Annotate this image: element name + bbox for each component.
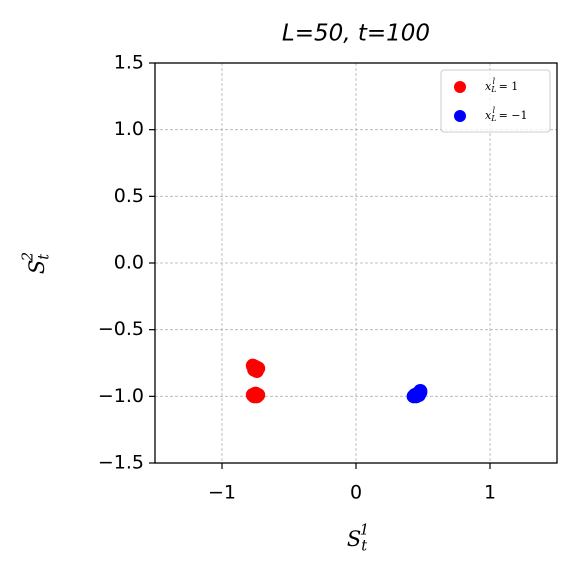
legend-sub: L	[490, 114, 496, 123]
y-tick-label: 0.5	[114, 185, 144, 207]
chart-title: L=50, t=100	[282, 21, 430, 47]
y-tick-label: 0.0	[114, 252, 144, 274]
point	[413, 384, 428, 398]
math-sub: t	[35, 254, 52, 260]
legend-sup: l	[493, 106, 496, 115]
y-tick-label: 1.5	[114, 52, 144, 74]
math-sup: 2	[20, 252, 37, 262]
plot-frame	[154, 62, 558, 464]
math-label: St1	[347, 522, 369, 555]
math-label: St2	[20, 252, 53, 274]
legend-rest: = 1	[495, 80, 518, 93]
legend-rest: = −1	[495, 109, 527, 122]
math-sup: 1	[360, 522, 369, 539]
legend-sup: l	[493, 77, 496, 86]
legend-base: x	[485, 109, 492, 122]
legend-label: xLl = 1	[485, 77, 518, 94]
x-tick-label: −1	[208, 482, 236, 504]
legend-marker	[454, 110, 466, 122]
math-sub: t	[361, 537, 367, 554]
legend-marker	[454, 81, 466, 93]
point	[249, 389, 264, 404]
y-tick-label: 1.0	[114, 118, 144, 140]
legend-base: x	[485, 80, 492, 93]
y-tick-label: −1.5	[98, 452, 144, 474]
legend-sub: L	[490, 85, 496, 94]
x-tick-label: 1	[484, 482, 496, 504]
y-tick-label: −1.0	[98, 385, 144, 407]
y-tick-label: −0.5	[98, 318, 144, 340]
legend-box	[440, 69, 551, 133]
math-base: S	[25, 260, 49, 274]
legend-label: xLl = −1	[485, 106, 528, 123]
math-base: S	[347, 527, 361, 551]
point	[251, 361, 266, 376]
x-tick-label: 0	[350, 482, 362, 504]
